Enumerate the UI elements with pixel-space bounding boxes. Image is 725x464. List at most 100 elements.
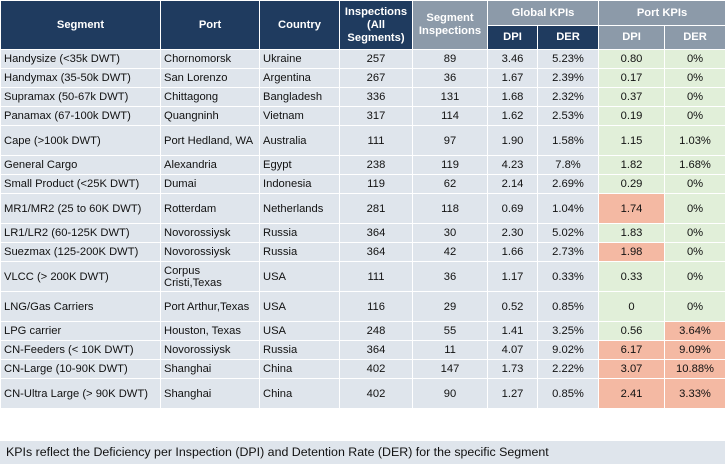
header-port: Port: [160, 0, 260, 50]
cell-segment: MR1/MR2 (25 to 60K DWT): [0, 193, 161, 224]
table-row: Small Product (<25K DWT) Dumai Indonesia 11…: [0, 174, 725, 194]
cell-inspections-all: 111: [339, 125, 413, 156]
cell-port: Port Hedland, WA: [160, 125, 260, 156]
cell-country: Australia: [259, 125, 340, 156]
cell-global-dpi: 1.41: [487, 321, 538, 341]
cell-port-dpi: 0.17: [598, 68, 666, 88]
cell-port-dpi: 1.82: [598, 155, 666, 175]
cell-segment-inspections: 62: [412, 174, 488, 194]
cell-port-dpi: 2.41: [598, 378, 666, 409]
cell-country: Vietnam: [259, 106, 340, 126]
table-row: Cape (>100k DWT) Port Hedland, WA Australi…: [0, 125, 725, 156]
cell-port-der: 0%: [664, 49, 725, 69]
cell-inspections-all: 248: [339, 321, 413, 341]
cell-segment-inspections: 118: [412, 193, 488, 224]
cell-segment-inspections: 119: [412, 155, 488, 175]
cell-segment-inspections: 147: [412, 359, 488, 379]
table-row: Handymax (35-50k DWT) San Lorenzo Argentin…: [0, 68, 725, 88]
cell-port-der: 0%: [664, 106, 725, 126]
cell-port-der: 0%: [664, 223, 725, 243]
cell-port: Rotterdam: [160, 193, 260, 224]
cell-port: Chittagong: [160, 87, 260, 107]
cell-global-dpi: 1.90: [487, 125, 538, 156]
header-global-kpis: Global KPIs: [486, 0, 600, 26]
cell-port-dpi: 0.19: [598, 106, 666, 126]
cell-global-dpi: 1.62: [487, 106, 538, 126]
cell-country: Egypt: [259, 155, 340, 175]
cell-global-der: 5.23%: [536, 49, 600, 69]
cell-port-dpi: 1.74: [598, 193, 666, 224]
cell-global-dpi: 3.46: [487, 49, 538, 69]
cell-inspections-all: 116: [339, 291, 413, 322]
table-row: Suezmax (125-200K DWT) Novorossiysk Russia…: [0, 242, 725, 262]
cell-segment-inspections: 131: [412, 87, 488, 107]
cell-port-der: 0%: [664, 193, 725, 224]
cell-segment-inspections: 90: [412, 378, 488, 409]
cell-country: Bangladesh: [259, 87, 340, 107]
cell-country: China: [259, 378, 340, 409]
cell-port-der: 1.68%: [664, 155, 725, 175]
table-row: LNG/Gas Carriers Port Arthur,Texas USA 116 2…: [0, 291, 725, 322]
cell-port-der: 0%: [664, 87, 725, 107]
header-port-der: DER: [664, 25, 725, 50]
cell-segment: Handymax (35-50k DWT): [0, 68, 161, 88]
cell-global-dpi: 0.52: [487, 291, 538, 322]
cell-port: Alexandria: [160, 155, 260, 175]
cell-global-dpi: 0.69: [487, 193, 538, 224]
cell-global-der: 2.53%: [536, 106, 600, 126]
cell-global-der: 2.39%: [536, 68, 600, 88]
footer-note: KPIs reflect the Deficiency per Inspecti…: [0, 441, 725, 464]
cell-global-der: 0.85%: [536, 291, 600, 322]
header-global-der: DER: [536, 25, 600, 50]
cell-segment: Supramax (50-67k DWT): [0, 87, 161, 107]
cell-port-der: 0%: [664, 174, 725, 194]
cell-inspections-all: 119: [339, 174, 413, 194]
cell-global-der: 5.02%: [536, 223, 600, 243]
header-country: Country: [259, 0, 340, 50]
cell-inspections-all: 402: [339, 378, 413, 409]
cell-port-der: 1.03%: [664, 125, 725, 156]
cell-port: Quangninh: [160, 106, 260, 126]
cell-port-der: 3.33%: [664, 378, 725, 409]
cell-segment: Cape (>100k DWT): [0, 125, 161, 156]
header-port-dpi: DPI: [598, 25, 666, 50]
cell-port-der: 0%: [664, 261, 725, 292]
cell-segment: Suezmax (125-200K DWT): [0, 242, 161, 262]
cell-country: Argentina: [259, 68, 340, 88]
cell-port: Corpus Cristi,Texas: [160, 261, 260, 292]
table-row: Handysize (<35k DWT) Chornomorsk Ukraine 25…: [0, 49, 725, 69]
table-row: CN-Large (10-90K DWT) Shanghai China 402 147…: [0, 359, 725, 379]
cell-global-der: 9.02%: [536, 340, 600, 360]
table-row: General Cargo Alexandria Egypt 238 119 4.23 7.…: [0, 155, 725, 175]
cell-segment: CN-Ultra Large (> 90K DWT): [0, 378, 161, 409]
cell-port-dpi: 0.33: [598, 261, 666, 292]
cell-port-der: 0%: [664, 291, 725, 322]
header-inspections-all: Inspections (All Segments): [339, 0, 413, 50]
cell-global-der: 3.25%: [536, 321, 600, 341]
cell-global-dpi: 1.73: [487, 359, 538, 379]
cell-inspections-all: 267: [339, 68, 413, 88]
cell-inspections-all: 336: [339, 87, 413, 107]
table-row: CN-Ultra Large (> 90K DWT) Shanghai China 4…: [0, 378, 725, 409]
cell-country: Indonesia: [259, 174, 340, 194]
cell-inspections-all: 364: [339, 340, 413, 360]
cell-segment: CN-Large (10-90K DWT): [0, 359, 161, 379]
cell-port: Shanghai: [160, 359, 260, 379]
cell-country: USA: [259, 261, 340, 292]
cell-port-dpi: 1.15: [598, 125, 666, 156]
cell-global-der: 2.73%: [536, 242, 600, 262]
cell-segment-inspections: 42: [412, 242, 488, 262]
cell-global-dpi: 2.14: [487, 174, 538, 194]
cell-segment: Small Product (<25K DWT): [0, 174, 161, 194]
cell-inspections-all: 317: [339, 106, 413, 126]
cell-port-der: 3.64%: [664, 321, 725, 341]
cell-port: Shanghai: [160, 378, 260, 409]
cell-segment: CN-Feeders (< 10K DWT): [0, 340, 161, 360]
cell-port-dpi: 3.07: [598, 359, 666, 379]
cell-port: San Lorenzo: [160, 68, 260, 88]
table-body: Handysize (<35k DWT) Chornomorsk Ukraine 25…: [0, 49, 725, 409]
cell-port-dpi: 1.83: [598, 223, 666, 243]
cell-global-der: 7.8%: [536, 155, 600, 175]
cell-global-der: 0.85%: [536, 378, 600, 409]
cell-global-dpi: 2.30: [487, 223, 538, 243]
